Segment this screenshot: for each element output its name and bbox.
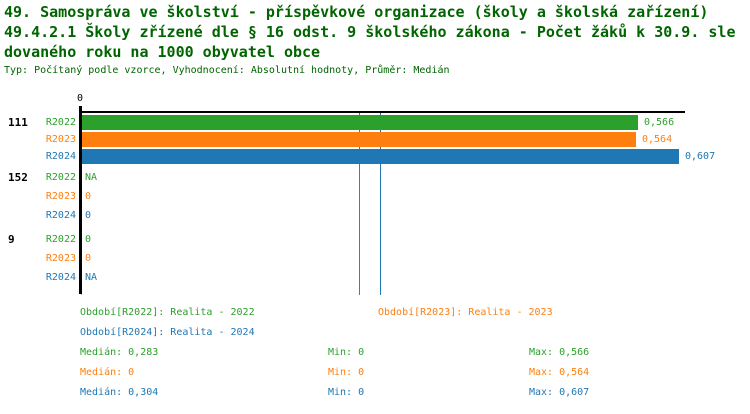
stat-min-r2024: Min: 0 [328,387,365,398]
value-label: NA [85,272,98,283]
x-axis-line [79,111,685,113]
series-label-r2023: R2023 [45,253,76,264]
series-label-r2024: R2024 [45,272,76,283]
median-line-r2022 [359,113,360,295]
value-row: R2023 0 [0,191,750,203]
group-label-111: 111 [8,116,28,129]
group-label-9: 9 [8,233,15,246]
stat-max-r2023: Max: 0,564 [529,367,590,378]
group-label-152: 152 [8,171,28,184]
bar-row: R2022 0,566 [0,115,750,130]
stat-median-r2023: Medián: 0 [80,367,135,378]
bar-row: R2023 0,564 [0,132,750,147]
page-title-line-2: 49.4.2.1 Školy zřízené dle § 16 odst. 9 … [4,23,736,41]
value-row: R2024 NA [0,272,750,284]
bar-row: R2024 0,607 [0,149,750,164]
value-label: 0 [85,210,92,221]
bar-r2022 [82,115,638,130]
bar-r2024 [82,149,679,164]
value-label: 0 [85,234,92,245]
series-label-r2022: R2022 [45,117,76,128]
value-row: R2024 0 [0,210,750,222]
value-row: R2023 0 [0,253,750,265]
series-label-r2024: R2024 [45,151,76,162]
bar-value-label: 0,566 [644,117,675,128]
x-axis-zero-tick-label: 0 [76,93,84,104]
bar-value-label: 0,564 [642,134,673,145]
bar-r2023 [82,132,636,147]
stat-min-r2022: Min: 0 [328,347,365,358]
y-axis-line [79,106,82,294]
legend-item-r2022: Období[R2022]: Realita - 2022 [80,307,255,318]
series-label-r2024: R2024 [45,210,76,221]
page-title-line-1: 49. Samospráva ve školství - příspěvkové… [4,3,709,21]
stat-median-r2022: Medián: 0,283 [80,347,159,358]
legend-item-r2023: Období[R2023]: Realita - 2023 [378,307,553,318]
stat-min-r2023: Min: 0 [328,367,365,378]
stat-median-r2024: Medián: 0,304 [80,387,159,398]
series-label-r2023: R2023 [45,191,76,202]
stat-max-r2024: Max: 0,607 [529,387,590,398]
value-label: 0 [85,253,92,264]
page-title-line-3: dovaného roku na 1000 obyvatel obce [4,43,321,61]
series-label-r2023: R2023 [45,134,76,145]
series-label-r2022: R2022 [45,172,76,183]
series-label-r2022: R2022 [45,234,76,245]
value-row: R2022 0 [0,234,750,246]
value-label: NA [85,172,98,183]
chart-meta-line: Typ: Počítaný podle vzorce, Vyhodnocení:… [4,65,450,76]
legend-item-r2024: Období[R2024]: Realita - 2024 [80,327,255,338]
median-line-r2024 [380,113,381,295]
bar-value-label: 0,607 [685,151,716,162]
value-row: R2022 NA [0,172,750,184]
value-label: 0 [85,191,92,202]
stat-max-r2022: Max: 0,566 [529,347,590,358]
